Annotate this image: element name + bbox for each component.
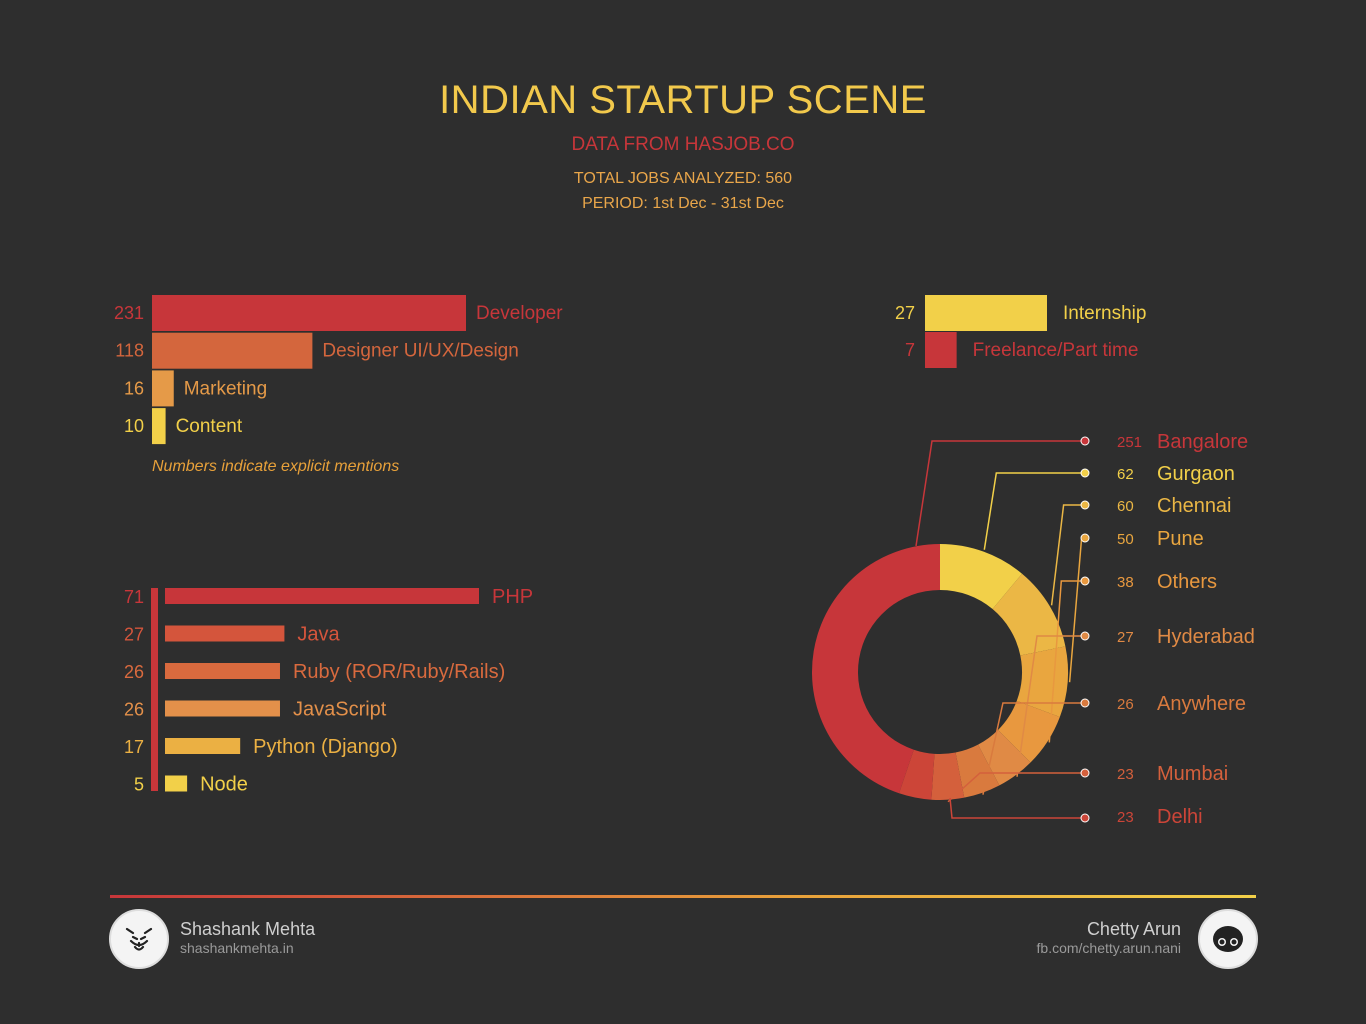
city-value-others: 38 [1117,574,1134,591]
city-slice-mumbai [931,752,965,801]
city-leader-bangalore [915,440,1085,547]
role-label-content: Content [176,416,243,437]
right-author-url[interactable]: fb.com/chetty.arun.nani [1036,940,1181,956]
tech-label-python-django: Python (Django) [253,736,398,758]
city-dot-delhi [1080,813,1090,823]
role-value-marketing: 16 [124,378,144,398]
city-dot-bangalore [1080,436,1090,446]
city-slice-chennai [992,573,1066,656]
role-note: Numbers indicate explicit mentions [152,458,399,475]
city-leader-anywhere [982,702,1085,795]
city-value-bangalore: 251 [1117,434,1142,451]
city-value-gurgaon: 62 [1117,466,1134,483]
city-label-chennai: Chennai [1157,495,1232,517]
jobtype-label-freelance-part-time: Freelance/Part time [973,340,1139,361]
city-value-delhi: 23 [1117,809,1134,826]
city-dot-pune [1080,533,1090,543]
role-bar-developer [152,295,466,331]
lion-logo-icon [125,927,153,951]
city-slice-gurgaon [940,544,1023,610]
tech-bar-javascript [165,700,280,717]
role-label-marketing: Marketing [184,378,267,399]
shashank-avatar [109,909,169,969]
role-value-content: 10 [124,416,144,436]
tech-value-javascript: 26 [124,700,144,720]
city-label-hyderabad: Hyderabad [1157,626,1255,648]
city-leader-mumbai [947,772,1085,803]
city-leader-hyderabad [1016,635,1085,777]
role-bar-content [152,408,166,445]
city-slice-bangalore [811,544,940,794]
tech-value-python-django: 17 [124,737,144,757]
city-value-pune: 50 [1117,531,1134,548]
city-value-anywhere: 26 [1117,696,1134,713]
city-label-mumbai: Mumbai [1157,763,1228,785]
jobtype-bar-freelance-part-time [925,332,957,368]
total-jobs: TOTAL JOBS ANALYZED: 560 [573,170,793,187]
tech-bar-java [165,625,285,642]
city-leader-delhi [949,797,1085,819]
jobtype-label-internship: Internship [1063,303,1146,324]
role-label-developer: Developer [476,303,563,324]
city-label-others: Others [1157,571,1217,593]
tech-value-java: 27 [124,625,144,645]
face-icon [1213,926,1243,952]
city-value-hyderabad: 27 [1117,629,1134,646]
role-label-designer-ui-ux-design: Designer UI/UX/Design [322,341,518,362]
city-slice-delhi [899,749,935,800]
jobtype-value-freelance-part-time: 7 [905,340,915,360]
tech-value-ruby-ror-ruby-rails: 26 [124,662,144,682]
city-dot-mumbai [1080,768,1090,778]
city-value-mumbai: 23 [1117,766,1134,783]
left-author-url[interactable]: shashankmehta.in [180,940,294,956]
city-dot-anywhere [1080,698,1090,708]
jobtype-value-internship: 27 [895,303,915,323]
city-dot-gurgaon [1080,468,1090,478]
city-leader-gurgaon [983,472,1085,550]
city-leader-others [1048,580,1085,743]
tech-label-php: PHP [492,586,533,608]
tech-label-node: Node [200,774,248,796]
city-value-chennai: 60 [1117,498,1134,515]
tech-value-php: 71 [124,587,144,607]
city-label-anywhere: Anywhere [1157,693,1246,715]
city-slice-others [997,700,1060,763]
role-value-designer-ui-ux-design: 118 [115,341,144,361]
tech-bar-node [165,775,188,792]
city-label-gurgaon: Gurgaon [1157,463,1235,485]
left-author-name: Shashank Mehta [180,919,316,939]
page-title: INDIAN STARTUP SCENE [439,78,927,122]
city-dot-others [1080,576,1090,586]
city-leader-chennai [1050,504,1085,606]
tech-label-ruby-ror-ruby-rails: Ruby (ROR/Ruby/Rails) [293,661,505,683]
tech-bar-python-django [165,738,241,754]
tech-label-javascript: JavaScript [293,699,387,721]
city-leader-pune [1068,537,1085,683]
role-bar-designer-ui-ux-design [152,332,313,369]
city-label-delhi: Delhi [1157,806,1203,828]
period: PERIOD: 1st Dec - 31st Dec [582,195,784,212]
chetty-avatar [1198,909,1258,969]
tech-value-node: 5 [134,775,144,795]
tech-axis-bar [151,588,158,791]
right-author-name: Chetty Arun [1086,919,1181,939]
role-bar-marketing [152,370,174,407]
city-label-bangalore: Bangalore [1157,431,1248,453]
jobtype-bar-internship [925,295,1047,331]
city-dot-chennai [1080,500,1090,510]
tech-bar-php [165,588,479,604]
city-dot-hyderabad [1080,631,1090,641]
role-value-developer: 231 [114,303,144,323]
tech-label-java: Java [297,624,340,646]
tech-bar-ruby-ror-ruby-rails [165,663,280,679]
city-label-pune: Pune [1157,528,1204,550]
footer-divider [110,895,1256,898]
page-subtitle: DATA FROM HASJOB.CO [571,134,795,155]
